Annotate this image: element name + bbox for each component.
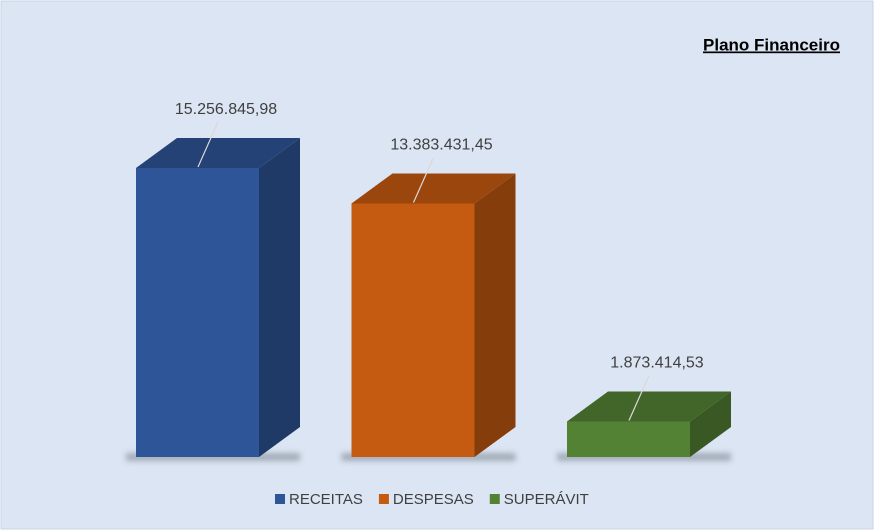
data-label: 1.873.414,53	[610, 355, 704, 372]
data-label: 13.383.431,45	[390, 137, 492, 154]
bar-top	[351, 173, 516, 204]
legend-swatch	[489, 494, 500, 504]
bar-top	[136, 138, 300, 168]
bar-side	[690, 391, 731, 457]
bar-side	[259, 138, 300, 457]
legend-swatch	[275, 494, 285, 504]
legend-label: SUPERÁVIT	[504, 491, 589, 508]
bar	[136, 168, 259, 457]
bar-top	[567, 391, 731, 422]
chart-title: Plano Financeiro	[703, 35, 840, 54]
leader-line	[197, 121, 219, 168]
legend-label: RECEITAS	[289, 491, 363, 508]
legend-label: DESPESAS	[393, 491, 474, 508]
data-label: 15.256.845,98	[175, 101, 277, 118]
leader-line	[412, 157, 435, 203]
bar	[567, 421, 690, 457]
bar-side	[474, 173, 516, 457]
bar	[351, 203, 475, 457]
leader-line	[628, 375, 650, 421]
legend-swatch	[378, 494, 389, 504]
